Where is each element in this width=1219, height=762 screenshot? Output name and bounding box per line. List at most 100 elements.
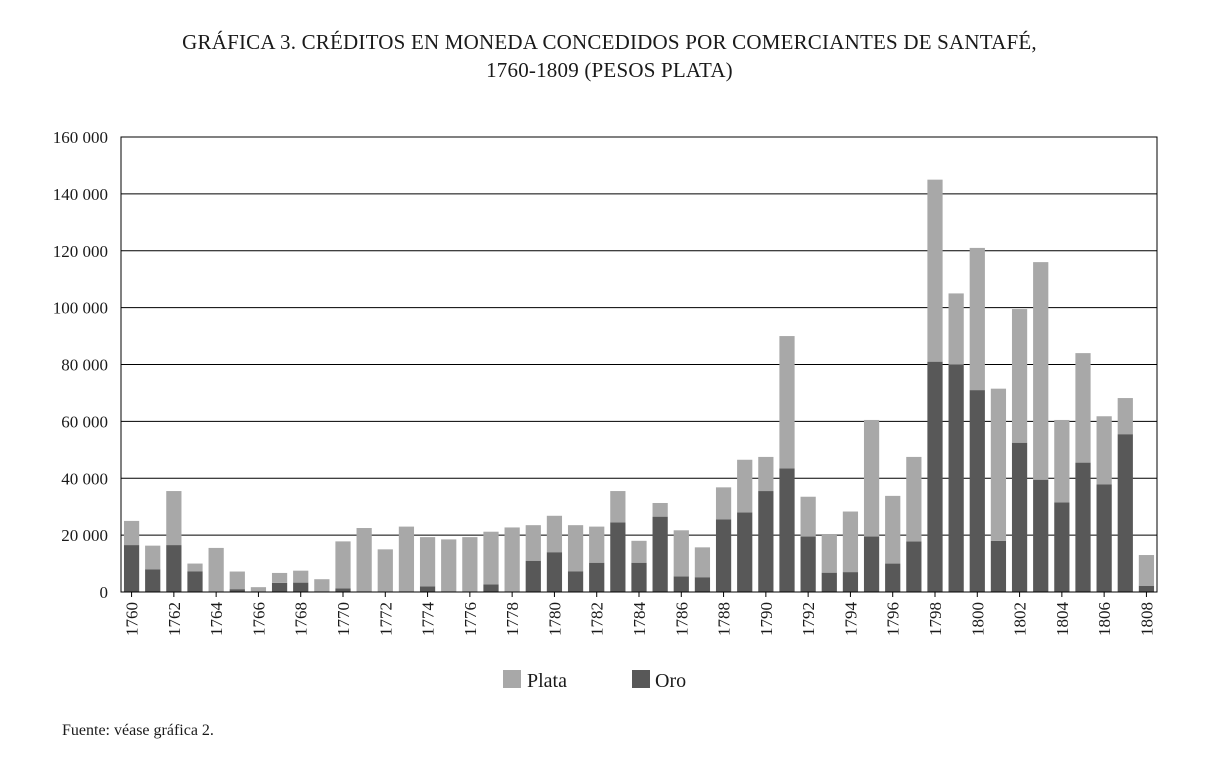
bar-plata-1787 <box>694 547 711 578</box>
x-tick-label: 1780 <box>545 602 564 636</box>
y-tick-label: 140 000 <box>53 185 108 204</box>
bar-oro-1781 <box>567 571 584 592</box>
y-tick-label: 80 000 <box>61 356 108 375</box>
bar-oro-1767 <box>271 582 288 592</box>
bar-oro-1789 <box>737 512 753 592</box>
legend-label-oro: Oro <box>655 670 686 692</box>
bar-oro-1786 <box>673 576 689 592</box>
bar-oro-1768 <box>293 582 309 592</box>
bar-plata-1793 <box>821 533 837 573</box>
bar-oro-1774 <box>419 586 436 592</box>
bar-plata-1766 <box>250 587 267 592</box>
bar-plata-1792 <box>800 496 816 537</box>
bar-oro-1798 <box>927 361 943 592</box>
bar-plata-1801 <box>990 388 1007 541</box>
bar-plata-1806 <box>1096 416 1112 485</box>
bar-oro-1801 <box>990 540 1007 592</box>
bar-plata-1767 <box>271 572 288 583</box>
bar-plata-1765 <box>229 571 245 590</box>
bar-plata-1796 <box>885 495 901 564</box>
bar-oro-1804 <box>1054 502 1070 592</box>
bar-plata-1769 <box>314 579 330 592</box>
bar-oro-1797 <box>906 541 922 592</box>
x-tick-label: 1784 <box>630 602 649 637</box>
bar-plata-1784 <box>631 540 647 563</box>
bar-oro-1790 <box>758 491 774 592</box>
bar-plata-1779 <box>525 525 541 561</box>
bar-oro-1788 <box>715 519 732 592</box>
source-note: Fuente: véase gráfica 2. <box>62 722 214 739</box>
x-tick-label: 1792 <box>799 602 818 636</box>
bar-plata-1778 <box>504 527 520 592</box>
bar-plata-1807 <box>1117 398 1133 435</box>
bar-plata-1762 <box>166 491 182 546</box>
x-tick-label: 1796 <box>884 602 903 636</box>
bar-plata-1763 <box>187 563 203 572</box>
bar-plata-1764 <box>208 547 224 592</box>
bar-plata-1771 <box>356 528 372 592</box>
bar-plata-1781 <box>567 525 584 572</box>
bar-oro-1805 <box>1075 462 1091 592</box>
bar-plata-1795 <box>863 419 880 537</box>
bar-oro-1787 <box>694 577 711 592</box>
legend: Plata Oro <box>503 670 686 692</box>
bar-oro-1782 <box>589 562 605 592</box>
x-tick-label: 1798 <box>926 602 945 636</box>
y-axis-ticks: 0 20 000 40 000 60 000 80 000 100 000 120 000 1… <box>53 128 108 602</box>
bar-plata-1808 <box>1138 555 1155 586</box>
bar-plata-1760 <box>123 520 140 546</box>
bar-plata-1798 <box>927 179 943 362</box>
bar-plata-1790 <box>758 456 774 492</box>
x-tick-label: 1768 <box>292 602 311 636</box>
bar-plata-1768 <box>293 570 309 583</box>
bar-oro-1793 <box>821 572 837 592</box>
bar-oro-1760 <box>123 545 140 592</box>
bar-plata-1804 <box>1054 419 1070 503</box>
bar-oro-1763 <box>187 571 203 592</box>
bar-plata-1773 <box>398 526 415 592</box>
y-tick-label: 20 000 <box>61 526 108 545</box>
x-tick-label: 1788 <box>715 602 734 636</box>
bar-oro-1785 <box>652 516 668 592</box>
bar-oro-1799 <box>948 364 964 592</box>
bar-plata-1780 <box>546 515 563 553</box>
bar-oro-1807 <box>1117 434 1133 592</box>
bars <box>123 179 1155 592</box>
bar-oro-1777 <box>483 584 499 592</box>
chart-title: GRÁFICA 3. CRÉDITOS EN MONEDA CONCEDIDOS… <box>182 30 1037 54</box>
x-tick-label: 1766 <box>249 602 268 636</box>
bar-oro-1780 <box>546 552 563 592</box>
x-tick-label: 1772 <box>376 602 395 636</box>
x-tick-label: 1804 <box>1053 602 1072 637</box>
bar-oro-1765 <box>229 589 245 592</box>
bar-plata-1770 <box>335 541 351 589</box>
bar-oro-1796 <box>885 563 901 592</box>
bar-oro-1791 <box>779 468 795 592</box>
bar-oro-1806 <box>1096 484 1112 592</box>
x-tick-label: 1808 <box>1137 602 1156 636</box>
y-tick-label: 0 <box>100 583 109 602</box>
x-tick-label: 1764 <box>207 602 226 637</box>
bar-oro-1770 <box>335 588 351 592</box>
legend-swatch-plata <box>503 670 521 688</box>
bar-plata-1783 <box>610 491 626 523</box>
bar-plata-1791 <box>779 336 795 469</box>
bar-oro-1803 <box>1033 479 1049 592</box>
y-tick-label: 100 000 <box>53 299 108 318</box>
bar-plata-1788 <box>715 487 732 520</box>
bar-oro-1779 <box>525 560 541 592</box>
bar-plata-1772 <box>377 549 393 592</box>
bar-plata-1782 <box>589 526 605 563</box>
legend-swatch-oro <box>632 670 650 688</box>
bar-oro-1794 <box>842 572 859 592</box>
x-tick-label: 1800 <box>968 602 987 636</box>
bar-oro-1783 <box>610 522 626 592</box>
bar-plata-1786 <box>673 530 689 577</box>
legend-label-plata: Plata <box>527 670 567 692</box>
bar-plata-1805 <box>1075 353 1091 463</box>
bar-plata-1802 <box>1011 309 1028 443</box>
bar-plata-1785 <box>652 502 668 517</box>
bar-oro-1762 <box>166 545 182 592</box>
x-tick-label: 1806 <box>1095 602 1114 636</box>
